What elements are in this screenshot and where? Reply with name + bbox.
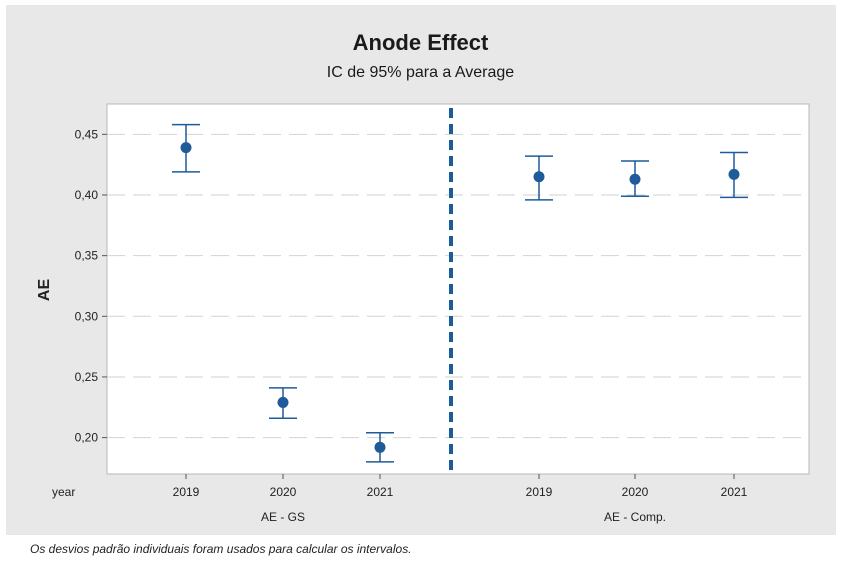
mean-point: [533, 171, 545, 183]
mean-point: [629, 173, 641, 185]
x-tick-label: 2020: [622, 485, 649, 499]
mean-point: [277, 396, 289, 408]
chart-title: Anode Effect: [352, 30, 489, 55]
y-axis-title: AE: [36, 279, 53, 302]
group-labels: AE - GS AE - Comp.: [261, 510, 666, 524]
mean-point: [180, 142, 192, 154]
x-axis-ticks: 2019 2020 2021 2019 2020 2021: [173, 474, 748, 499]
x-tick-label: 2021: [367, 485, 394, 499]
x-tick-label: 2020: [270, 485, 297, 499]
y-tick-label: 0,30: [75, 309, 99, 323]
y-tick-label: 0,45: [75, 127, 99, 141]
group-label: AE - Comp.: [604, 510, 666, 524]
y-tick-label: 0,20: [75, 431, 99, 445]
y-tick-label: 0,25: [75, 370, 99, 384]
group-label: AE - GS: [261, 510, 305, 524]
mean-point: [728, 168, 740, 180]
data-marks: [172, 123, 748, 463]
x-axis-title: year: [52, 485, 75, 499]
chart-subtitle: IC de 95% para a Average: [326, 64, 515, 81]
x-tick-label: 2019: [173, 485, 200, 499]
y-axis-ticks: 0,45 0,40 0,35 0,30 0,25 0,20: [75, 127, 107, 445]
mean-point: [374, 441, 386, 453]
grid-lines: [107, 133, 809, 439]
x-tick-label: 2019: [526, 485, 553, 499]
y-tick-label: 0,40: [75, 188, 99, 202]
footnote: Os desvios padrão individuais foram usad…: [30, 542, 412, 556]
plot-area: [106, 103, 810, 475]
y-tick-label: 0,35: [75, 249, 99, 263]
x-tick-label: 2021: [721, 485, 748, 499]
